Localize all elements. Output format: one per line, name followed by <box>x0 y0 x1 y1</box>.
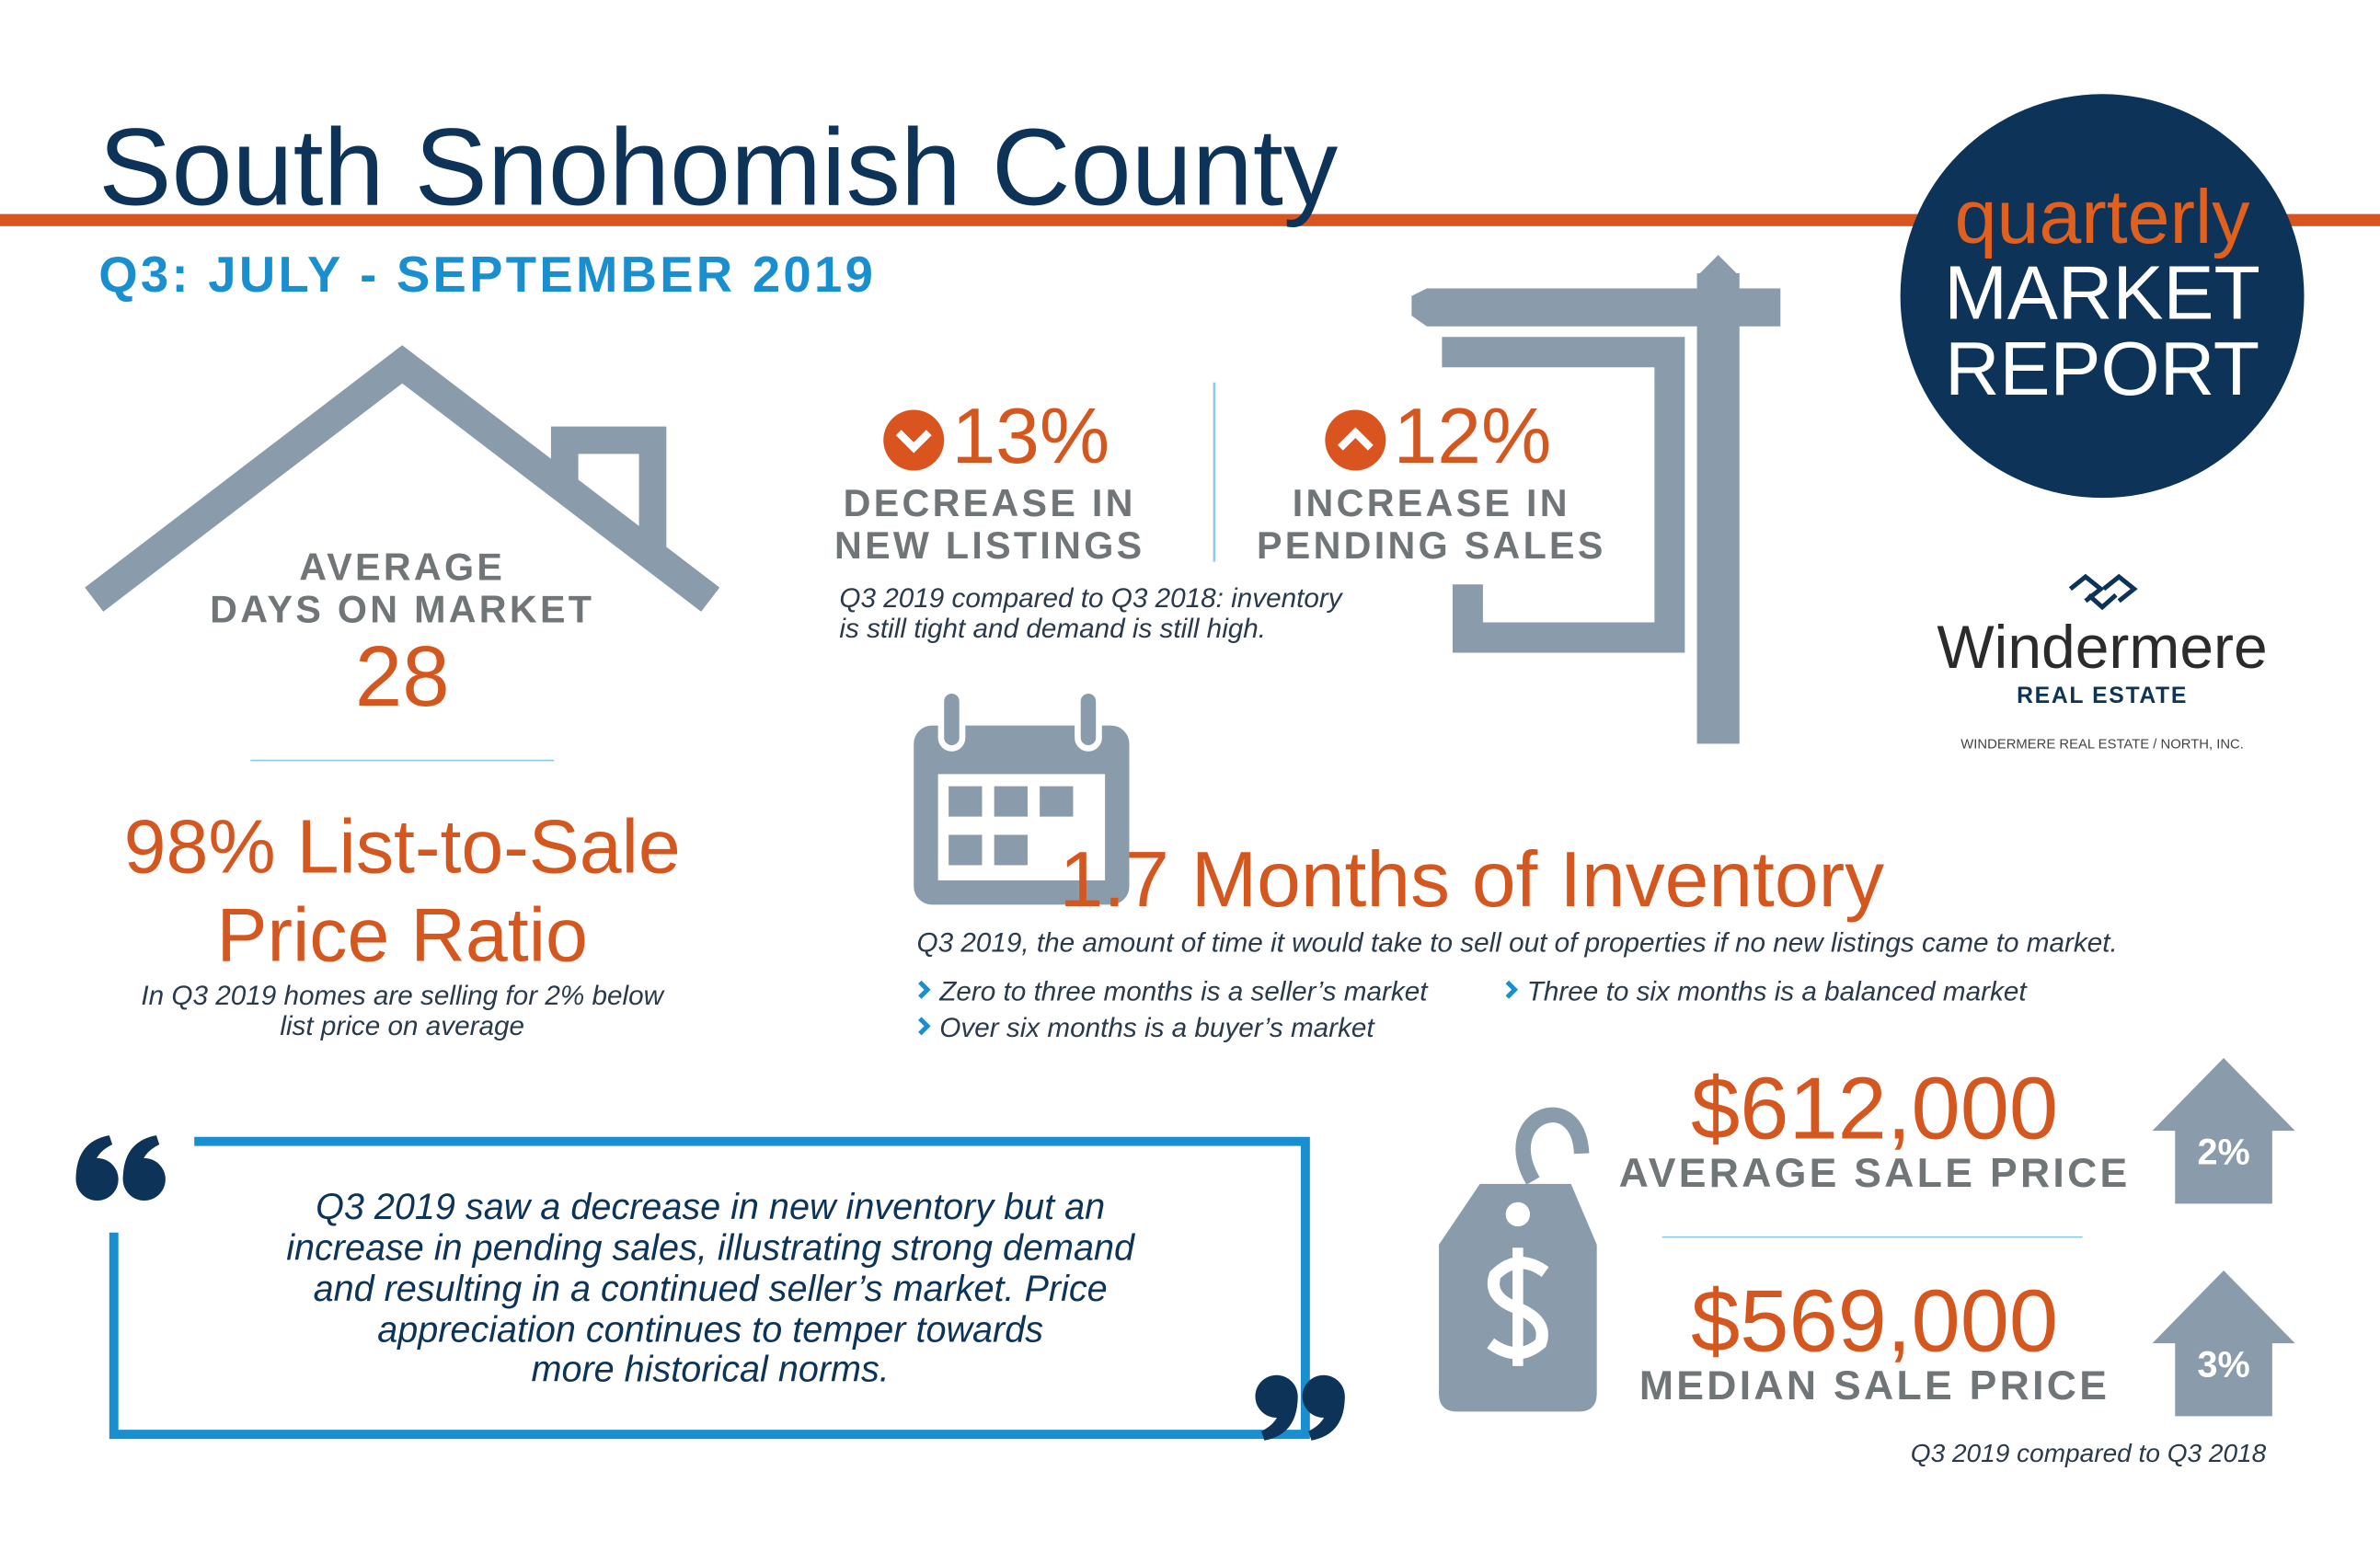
inventory-note: Q3 2019, the amount of time it would tak… <box>917 927 2118 958</box>
up-icon <box>1325 409 1386 471</box>
badge-line: quarterly <box>1955 175 2251 259</box>
ratio-note: In Q3 2019 homes are selling for 2% belo… <box>141 981 665 1011</box>
inventory-bullet: Three to six months is a balanced market <box>1527 976 2029 1006</box>
listings-note: Q3 2019 compared to Q3 2018: inventory <box>839 583 1343 614</box>
subtitle: Q3: JULY - SEPTEMBER 2019 <box>98 247 876 303</box>
price-change: 2% <box>2197 1132 2249 1172</box>
up-arrow <box>2152 1057 2295 1204</box>
price-label: MEDIAN SALE PRICE <box>1639 1363 2110 1408</box>
brand-name: Windermere <box>1937 613 2267 681</box>
down-chevron <box>895 430 932 454</box>
listing-label: PENDING SALES <box>1257 524 1606 567</box>
brand-office: WINDERMERE REAL ESTATE / NORTH, INC. <box>1960 737 2244 752</box>
chimney-icon <box>550 426 667 550</box>
inventory-bullet: Zero to three months is a seller’s marke… <box>938 976 1429 1006</box>
bullet-icons <box>918 980 1519 1036</box>
dom-value: 28 <box>355 628 450 724</box>
listing-label: INCREASE IN <box>1293 482 1570 524</box>
prices-note: Q3 2019 compared to Q3 2018 <box>1911 1439 2267 1467</box>
quote-line: increase in pending sales, illustrating … <box>286 1227 1136 1268</box>
listing-label: DECREASE IN <box>844 482 1136 524</box>
listing-value: 12% <box>1394 392 1552 480</box>
up-chevron <box>1337 427 1374 451</box>
up-arrow <box>2152 1270 2295 1417</box>
calendar-icon <box>914 687 1130 905</box>
badge-circle <box>1900 94 2305 499</box>
ratio-line: 98% List-to-Sale <box>124 805 681 890</box>
price-change: 3% <box>2197 1344 2249 1385</box>
close-quote <box>1255 1374 1345 1441</box>
ratio-note: list price on average <box>280 1011 524 1041</box>
header-rule <box>0 213 2380 226</box>
quote-frame <box>109 1136 1310 1440</box>
badge-line: REPORT <box>1945 327 2259 411</box>
quote-line: appreciation continues to temper towards <box>377 1309 1043 1350</box>
brand-tagline: REAL ESTATE <box>2017 684 2188 708</box>
dom-label: AVERAGE <box>299 546 505 588</box>
listing-value: 13% <box>951 392 1110 480</box>
badge-line: MARKET <box>1944 250 2260 335</box>
price-value: $612,000 <box>1691 1059 2058 1157</box>
sign-icon <box>1411 255 1781 744</box>
title: South Snohomish County <box>98 107 1339 229</box>
quote-line: more historical norms. <box>531 1349 889 1389</box>
brand-logo <box>2068 573 2138 611</box>
price-tag-icon <box>1439 1107 1597 1412</box>
house-icon <box>85 345 720 612</box>
open-quote <box>75 1135 166 1201</box>
down-icon <box>883 409 945 471</box>
dom-label: DAYS ON MARKET <box>210 588 594 630</box>
price-value: $569,000 <box>1691 1271 2058 1370</box>
quote-line: Q3 2019 saw a decrease in new inventory … <box>316 1187 1105 1227</box>
inventory-title: 1.7 Months of Inventory <box>1060 835 1885 924</box>
ratio-line: Price Ratio <box>217 892 588 977</box>
price-label: AVERAGE SALE PRICE <box>1619 1151 2131 1196</box>
listings-note: is still tight and demand is still high. <box>839 614 1266 644</box>
quote-line: and resulting in a continued seller’s ma… <box>314 1269 1108 1309</box>
listing-label: NEW LISTINGS <box>834 524 1144 567</box>
inventory-bullet: Over six months is a buyer’s market <box>939 1013 1375 1043</box>
